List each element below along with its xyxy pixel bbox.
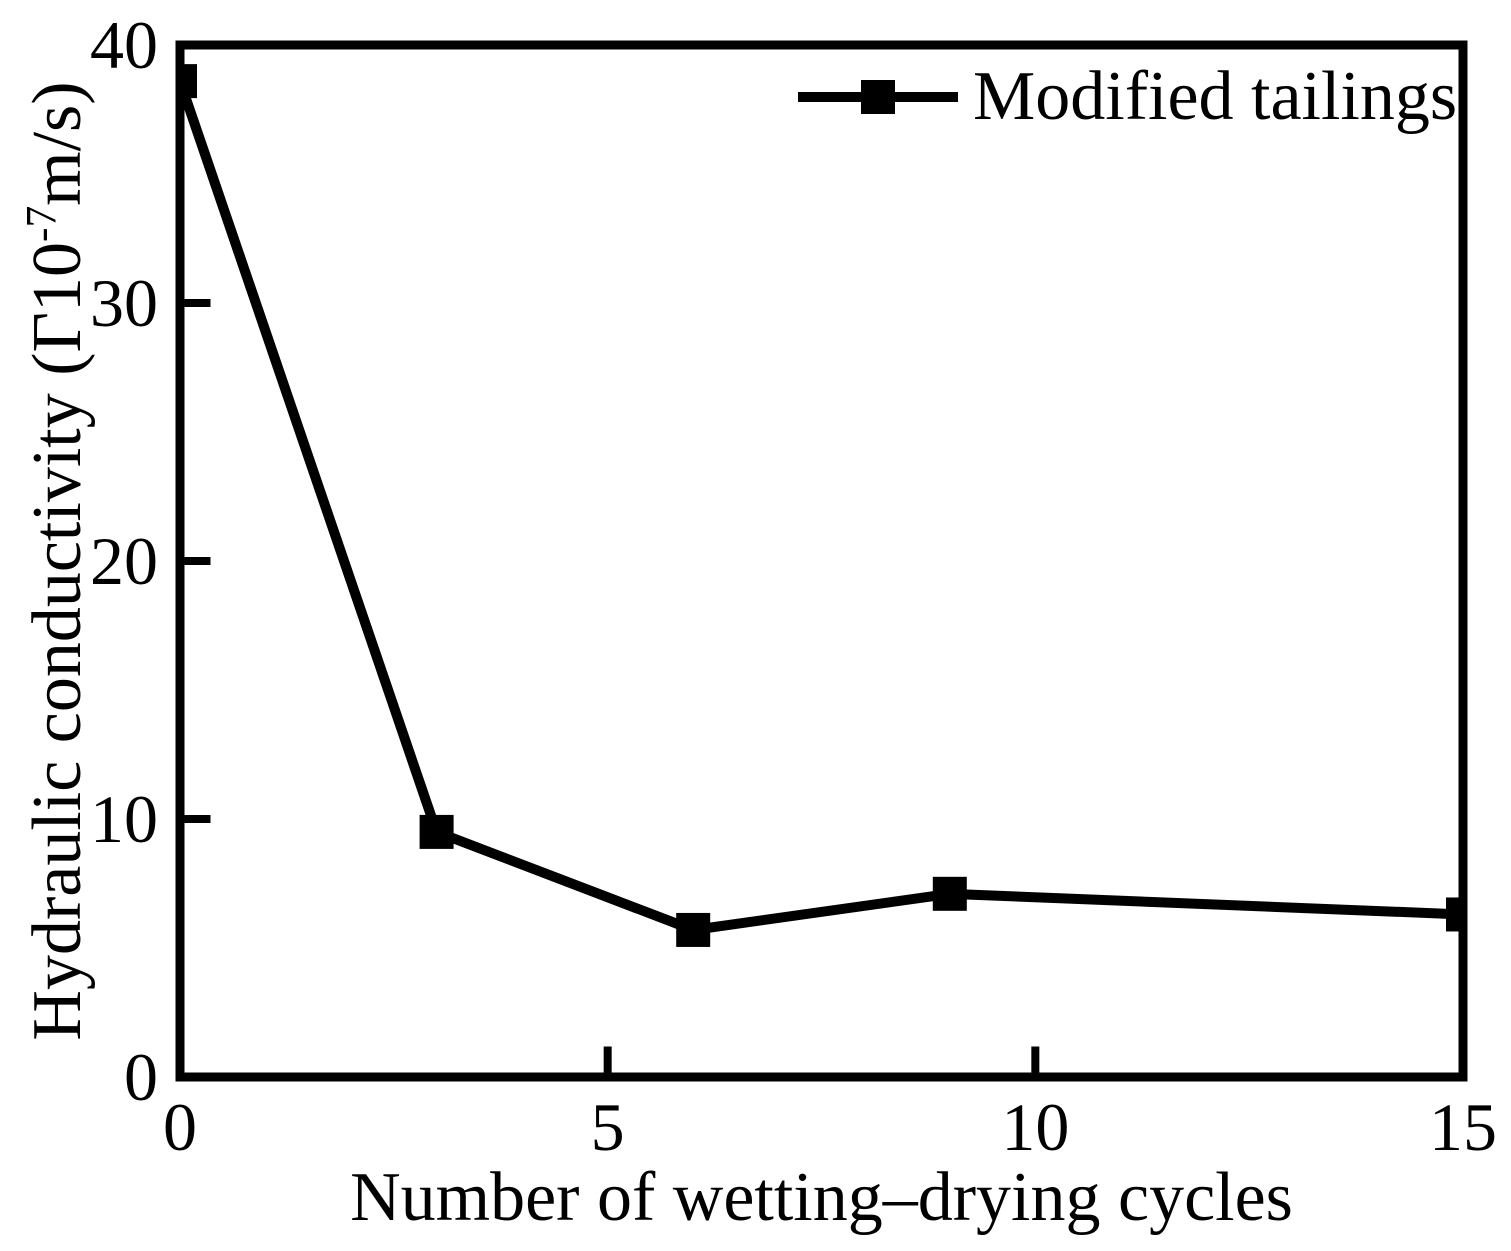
data-point-marker [676, 912, 711, 947]
y-tick-label: 20 [90, 523, 158, 599]
y-tick-label: 0 [124, 1039, 158, 1115]
x-tick-label: 5 [591, 1089, 625, 1165]
y-axis-label-prefix: Hydraulic conductivity (Γ10 [19, 242, 96, 1041]
legend-label: Modified tailings [973, 58, 1458, 135]
plot-frame [175, 40, 1468, 1082]
x-tick-label: 10 [1001, 1089, 1069, 1165]
data-point-marker [419, 814, 454, 849]
y-axis-label-superscript: -7 [17, 205, 66, 242]
data-point-marker [932, 876, 967, 911]
y-tick-label: 30 [90, 265, 158, 341]
y-tick-label: 40 [90, 7, 158, 83]
x-tick-label: 15 [1429, 1089, 1497, 1165]
x-tick-label: 0 [163, 1089, 197, 1165]
y-axis-label-suffix: m/s) [19, 81, 96, 206]
y-axis-label: Hydraulic conductivity (Γ10-7m/s) [13, 0, 103, 1141]
series-group [180, 64, 1463, 947]
x-axis-label: Number of wetting–drying cycles [350, 1159, 1293, 1236]
series-line [180, 79, 1463, 936]
legend-swatch-marker [861, 80, 895, 114]
y-tick-label: 10 [90, 781, 158, 857]
